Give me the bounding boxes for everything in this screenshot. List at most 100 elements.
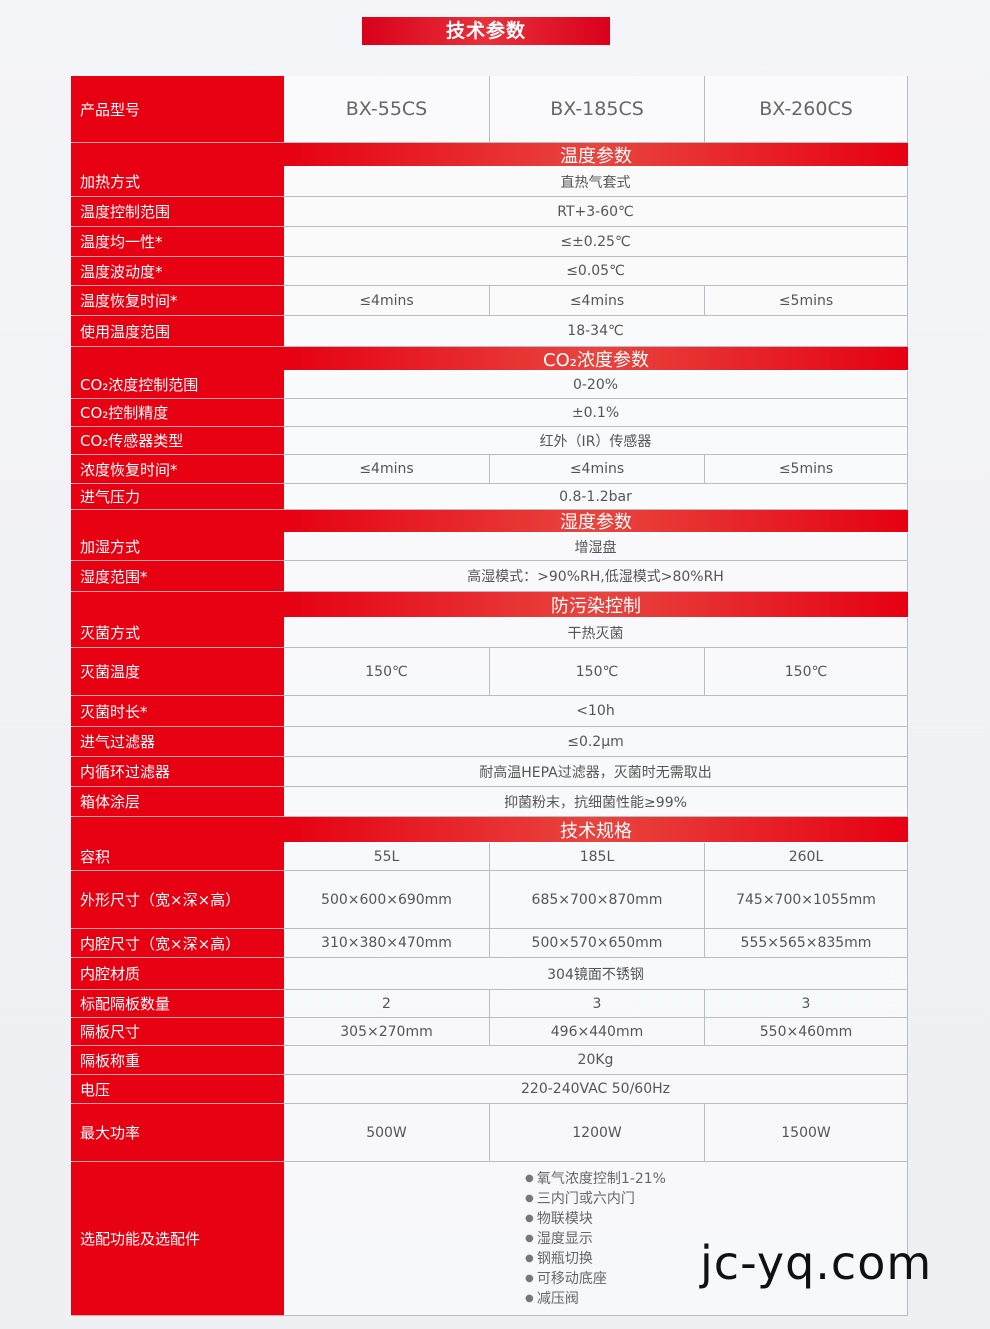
table-row: 浓度恢复时间* ≤4mins ≤4mins ≤5mins [71, 455, 908, 484]
row-value: 745×700×1055mm [704, 871, 907, 928]
row-value: ≤0.05℃ [566, 263, 625, 279]
row-label: 湿度范围* [71, 561, 284, 592]
row-value: ≤±0.25℃ [560, 233, 631, 250]
row-cells: 220-240VAC 50/60Hz [284, 1075, 908, 1103]
table-row: 隔板尺寸 305×270mm 496×440mm 550×460mm [71, 1018, 908, 1046]
option-item: 钢瓶切换 [525, 1249, 666, 1269]
row-cells: 500×600×690mm 685×700×870mm 745×700×1055mm [284, 871, 908, 928]
row-cells: 18-34℃ [284, 316, 908, 346]
row-label: 加湿方式 [71, 533, 284, 561]
table-row: CO₂传感器类型 红外（IR）传感器 [71, 427, 908, 455]
table-row: 内腔尺寸（宽×深×高） 310×380×470mm 500×570×650mm 555… [71, 929, 908, 958]
row-value: 496×440mm [489, 1018, 704, 1045]
row-cells: ≤4mins ≤4mins ≤5mins [284, 286, 908, 315]
row-value: ≤4mins [359, 292, 414, 309]
row-value: 增湿盘 [574, 539, 617, 556]
option-item: 氧气浓度控制1-21% [525, 1169, 666, 1189]
section-heading: 技术规格 [284, 817, 908, 842]
row-label: 使用温度范围 [71, 316, 284, 347]
header-label: 产品型号 [71, 76, 284, 143]
table-row: 温度波动度* ≤0.05℃ [71, 257, 908, 286]
row-cells: RT+3-60℃ [284, 197, 908, 226]
row-value: 305×270mm [340, 1023, 433, 1040]
row-label: 温度控制范围 [71, 197, 284, 227]
option-item: 三内门或六内门 [525, 1189, 666, 1209]
row-value: 685×700×870mm [489, 871, 704, 928]
table-row: 最大功率 500W 1200W 1500W [71, 1104, 908, 1162]
row-value: 500×600×690mm [321, 891, 452, 908]
table-row: 隔板称重 20Kg [71, 1046, 908, 1075]
table-row: 电压 220-240VAC 50/60Hz [71, 1075, 908, 1104]
options-list: 氧气浓度控制1-21%三内门或六内门物联模块湿度显示钢瓶切换可移动底座减压阀 [525, 1169, 666, 1309]
row-value: 150℃ [704, 648, 907, 695]
row-value: 1500W [704, 1104, 907, 1161]
table-row: 箱体涂层 抑菌粉末，抗细菌性能≥99% [71, 787, 908, 817]
model-name: BX-55CS [345, 98, 428, 120]
table-row: 温度控制范围 RT+3-60℃ [71, 197, 908, 227]
row-cells: ≤0.05℃ [284, 257, 908, 285]
row-value: 0.8-1.2bar [559, 488, 632, 505]
table-row: 加热方式 直热气套式 [71, 167, 908, 197]
table-row: 外形尺寸（宽×深×高） 500×600×690mm 685×700×870mm 745… [71, 871, 908, 929]
option-item: 减压阀 [525, 1289, 666, 1309]
row-label: 内腔尺寸（宽×深×高） [71, 929, 284, 958]
table-row: 内循环过滤器 耐高温HEPA过滤器，灭菌时无需取出 [71, 757, 908, 787]
row-label: 内循环过滤器 [71, 757, 284, 787]
row-value: 2 [382, 995, 391, 1012]
row-label: 隔板称重 [71, 1046, 284, 1075]
row-cells: ≤4mins ≤4mins ≤5mins [284, 455, 908, 483]
row-cells: 直热气套式 [284, 167, 908, 196]
table-row: 灭菌温度 150℃ 150℃ 150℃ [71, 648, 908, 696]
row-value: 150℃ [365, 663, 408, 680]
row-label: 进气压力 [71, 484, 284, 510]
row-label: 浓度恢复时间* [71, 455, 284, 484]
spec-table: 产品型号 BX-55CS BX-185CS BX-260CS 温度参数 加热方式 直… [71, 76, 908, 1316]
row-cells: ±0.1% [284, 399, 908, 426]
section-heading: 温度参数 [284, 143, 908, 167]
row-value: 310×380×470mm [321, 935, 452, 951]
row-value: 500×570×650mm [489, 929, 704, 957]
row-cells: 0.8-1.2bar [284, 484, 908, 509]
row-value: 18-34℃ [567, 323, 624, 339]
options-cell: 氧气浓度控制1-21%三内门或六内门物联模块湿度显示钢瓶切换可移动底座减压阀 [284, 1162, 907, 1315]
table-row: 选配功能及选配件 氧气浓度控制1-21%三内门或六内门物联模块湿度显示钢瓶切换可移… [71, 1162, 908, 1316]
section-heading: CO₂浓度参数 [284, 347, 908, 371]
table-row: 湿度范围* 高湿模式：>90%RH,低湿模式>80%RH [71, 561, 908, 592]
row-label: 外形尺寸（宽×深×高） [71, 871, 284, 929]
table-row: 进气压力 0.8-1.2bar [71, 484, 908, 510]
table-row: 温度恢复时间* ≤4mins ≤4mins ≤5mins [71, 286, 908, 316]
row-value: 1200W [489, 1104, 704, 1161]
row-cells: 抑菌粉末，抗细菌性能≥99% [284, 787, 908, 816]
row-label: 容积 [71, 843, 284, 871]
row-label: 最大功率 [71, 1104, 284, 1162]
row-cells: 高湿模式：>90%RH,低湿模式>80%RH [284, 561, 908, 591]
row-value: 红外（IR）传感器 [539, 433, 652, 450]
row-value: ≤5mins [704, 455, 907, 483]
row-label: 灭菌方式 [71, 618, 284, 648]
row-label: 温度均一性* [71, 227, 284, 257]
row-value: RT+3-60℃ [557, 203, 634, 220]
row-value: 555×565×835mm [704, 929, 907, 957]
table-row: 使用温度范围 18-34℃ [71, 316, 908, 347]
row-label: CO₂浓度控制范围 [71, 371, 284, 399]
section-row: 温度参数 [71, 143, 908, 167]
row-value: 220-240VAC 50/60Hz [521, 1081, 670, 1097]
table-row: 进气过滤器 ≤0.2μm [71, 727, 908, 757]
row-label: 灭菌时长* [71, 696, 284, 727]
row-value: 高湿模式：>90%RH,低湿模式>80%RH [467, 569, 724, 585]
table-row: 温度均一性* ≤±0.25℃ [71, 227, 908, 257]
row-cells: 305×270mm 496×440mm 550×460mm [284, 1018, 908, 1045]
row-cells: ≤±0.25℃ [284, 227, 908, 256]
table-header-row: 产品型号 BX-55CS BX-185CS BX-260CS [71, 76, 908, 143]
row-value: ≤4mins [359, 461, 414, 477]
row-label: 加热方式 [71, 167, 284, 197]
row-value: 20Kg [577, 1052, 614, 1068]
row-label: CO₂控制精度 [71, 399, 284, 427]
table-row: 内腔材质 304镜面不锈钢 [71, 958, 908, 990]
table-row: CO₂控制精度 ±0.1% [71, 399, 908, 427]
row-value: 耐高温HEPA过滤器，灭菌时无需取出 [479, 764, 712, 781]
row-value: 550×460mm [704, 1018, 907, 1045]
watermark: jc-yq.com [700, 1236, 933, 1290]
model-cells: BX-55CS BX-185CS BX-260CS [284, 76, 908, 142]
